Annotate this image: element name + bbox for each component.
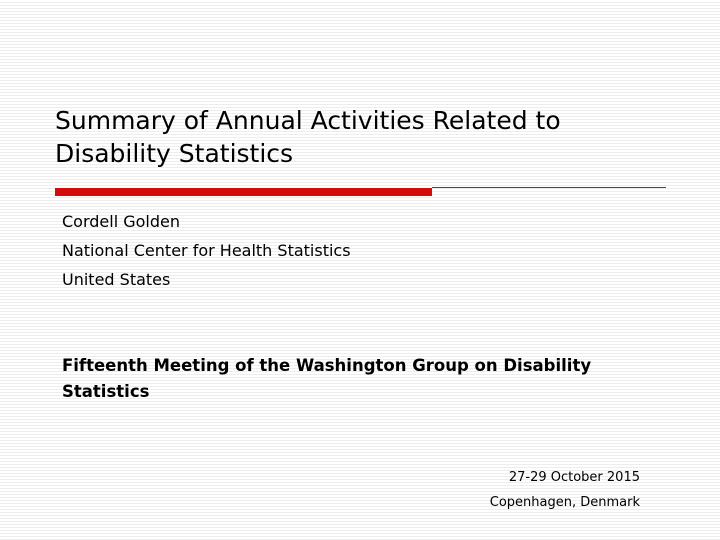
meeting-location: Copenhagen, Denmark xyxy=(489,495,640,510)
author-block: Cordell Golden National Center for Healt… xyxy=(62,207,351,294)
author-name: Cordell Golden xyxy=(62,212,181,231)
author-country: United States xyxy=(62,270,171,289)
slide-title: Summary of Annual Activities Related to … xyxy=(55,106,561,168)
meeting-title: Fifteenth Meeting of the Washington Grou… xyxy=(62,356,592,401)
meeting-date: 27-29 October 2015 xyxy=(508,470,640,485)
author-organization: National Center for Health Statistics xyxy=(62,241,351,260)
title-underline-thin xyxy=(432,187,666,188)
date-location-block: 27-29 October 2015 Copenhagen, Denmark xyxy=(490,465,640,515)
title-underline-thick xyxy=(55,188,432,196)
